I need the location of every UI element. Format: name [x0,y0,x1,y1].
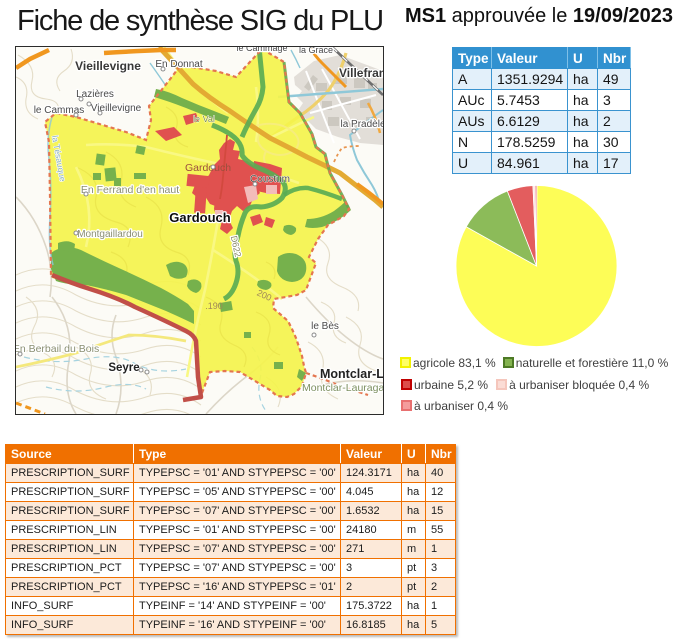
svg-text:.190: .190 [205,301,223,311]
svg-text:le Cammage: le Cammage [236,47,287,53]
svg-text:Montclar-Lauragais: Montclar-Lauragais [302,382,383,394]
svg-text:Gardouch: Gardouch [185,162,231,174]
svg-text:Coustum: Coustum [250,174,290,185]
svg-text:le Cammas: le Cammas [34,105,85,116]
svg-text:En Ferrand d'en haut: En Ferrand d'en haut [81,184,179,196]
svg-text:Lazières: Lazières [76,89,114,100]
svg-text:En Berbail du Bois: En Berbail du Bois [16,343,99,355]
svg-text:Montclar-La: Montclar-La [320,367,383,381]
svg-text:le Val: le Val [193,114,215,124]
svg-text:En Donnat: En Donnat [155,59,202,70]
svg-text:Vieillevigne: Vieillevigne [75,59,141,73]
svg-text:la Grace: la Grace [299,47,333,55]
svg-text:la Pradèle: la Pradèle [340,119,383,130]
svg-text:Montgaillardou: Montgaillardou [77,229,143,240]
svg-text:le Bès: le Bès [311,321,339,332]
svg-text:Vieillevigne: Vieillevigne [91,103,142,114]
svg-text:Gardouch: Gardouch [169,210,230,225]
svg-text:Seyre: Seyre [108,362,139,374]
svg-text:Villefranc: Villefranc [339,66,383,80]
